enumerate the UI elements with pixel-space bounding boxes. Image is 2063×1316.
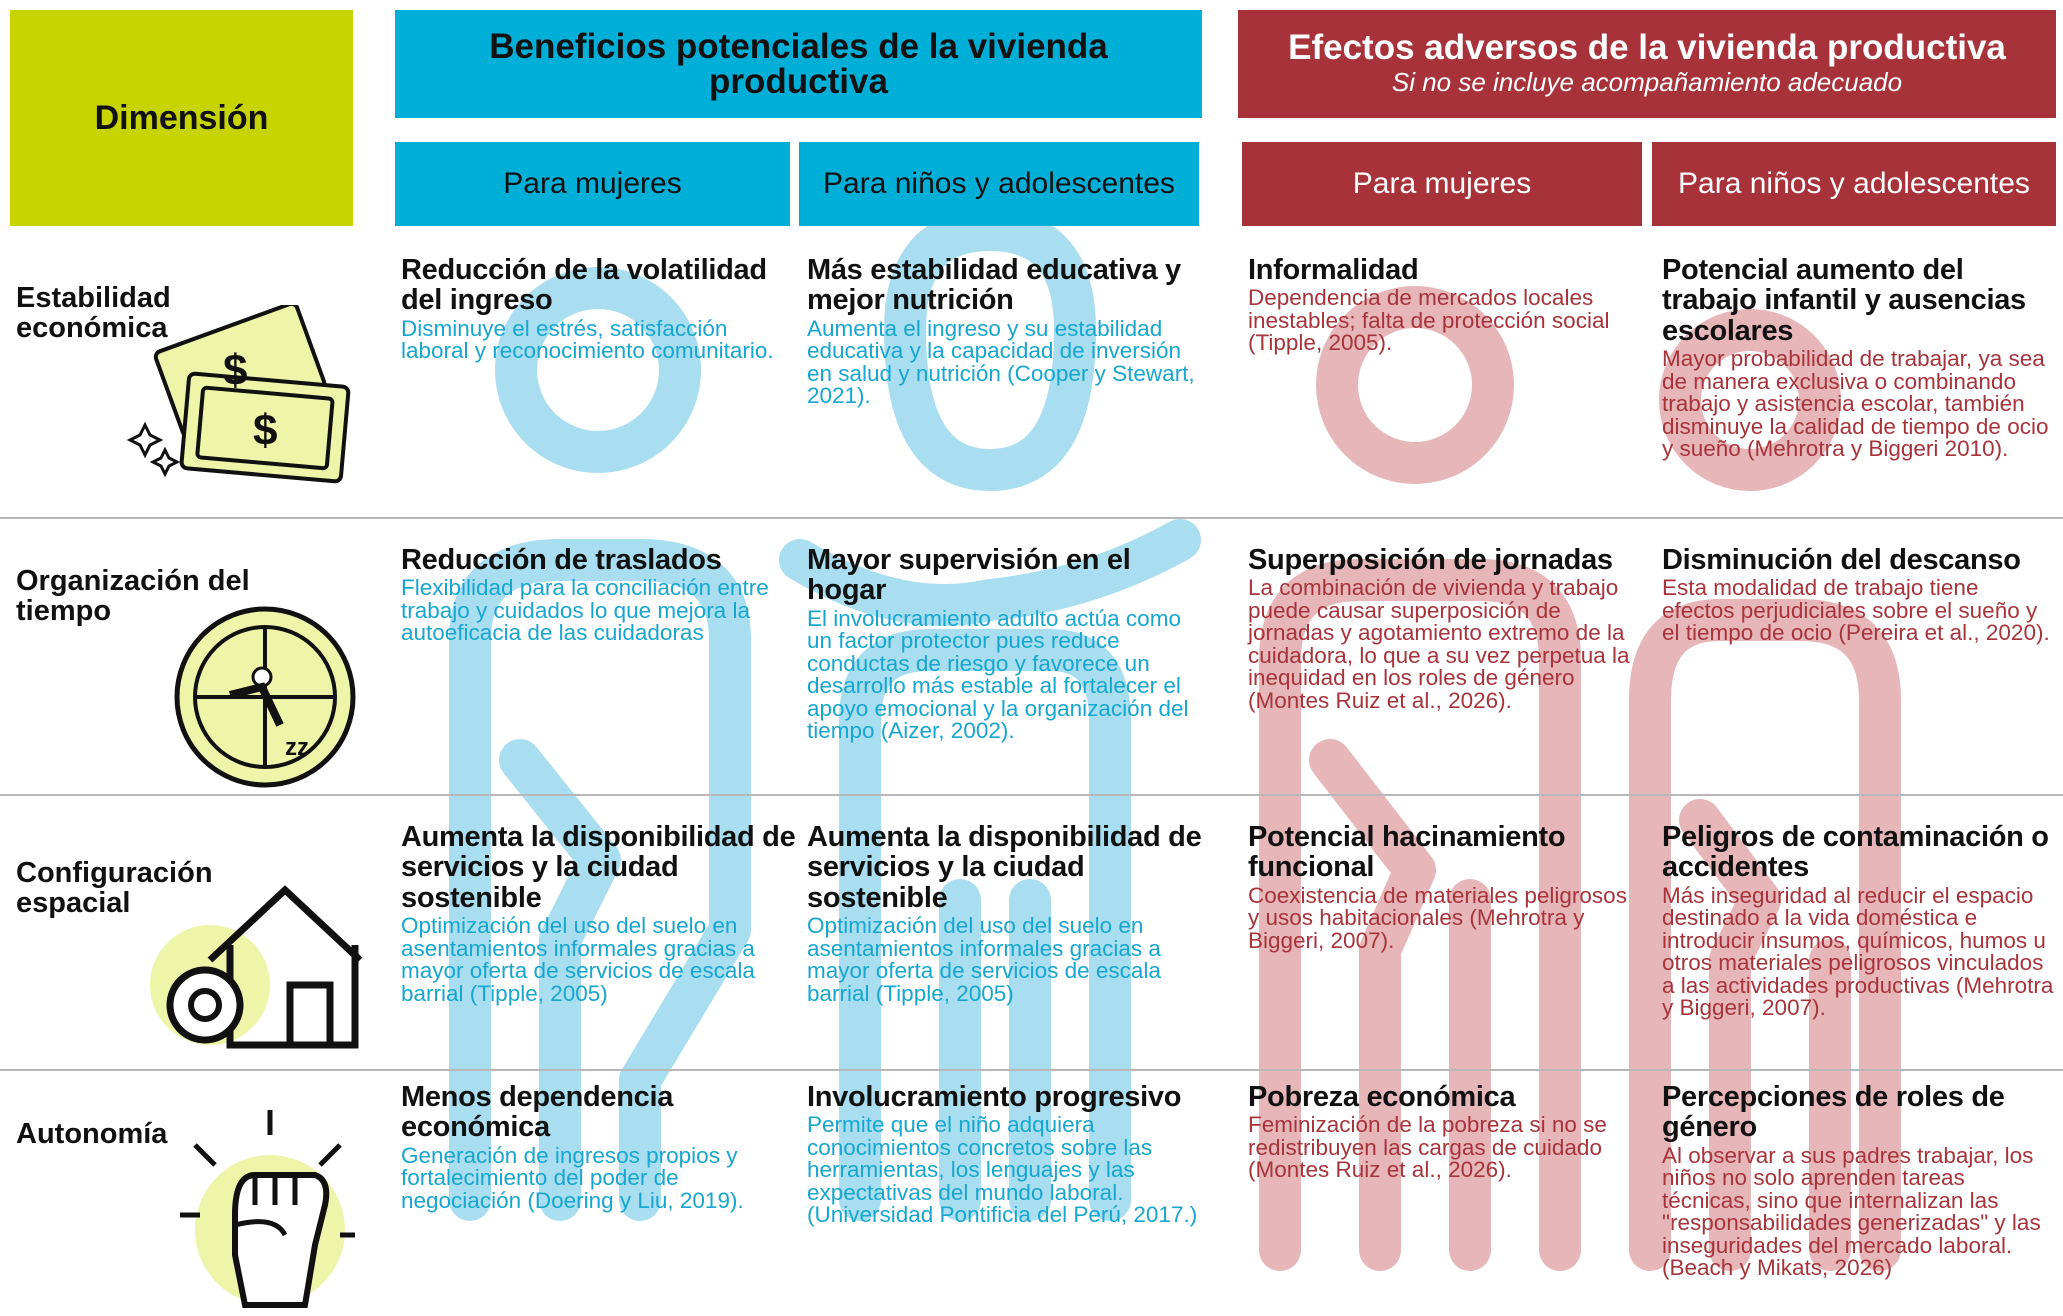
cell-title: Peligros de contaminación o accidentes: [1662, 821, 2049, 884]
house-icon: [150, 885, 363, 1049]
cell-title: Superposición de jornadas: [1248, 544, 1613, 576]
cell-text: Aumenta el ingreso y su estabilidad educ…: [807, 315, 1195, 409]
cell-title: Disminución del descanso: [1662, 544, 2021, 576]
cell-title: Menos dependencia económica: [401, 1081, 674, 1144]
column-header: Para niños y adolescentes: [1652, 142, 2056, 226]
column-header: Para mujeres: [395, 142, 790, 226]
adverse-title: Efectos adversos de la vivienda producti…: [1288, 28, 2006, 67]
money-icon: $ $: [126, 305, 351, 484]
cell: Peligros de contaminación o accidentes Má…: [1662, 822, 2057, 1020]
cell-text: Generación de ingresos propios y fortale…: [401, 1142, 744, 1213]
cell-title: Involucramiento progresivo: [807, 1081, 1182, 1113]
cell: Informalidad Dependencia de mercados loca…: [1248, 255, 1633, 355]
dimension-label: Organización del tiempo: [16, 565, 250, 628]
row-separator: [0, 517, 2063, 519]
dimension-header: Dimensión: [10, 10, 353, 226]
cell-title: Potencial aumento del trabajo infantil y…: [1662, 254, 2026, 347]
svg-text:$: $: [253, 406, 277, 455]
cell-title: Pobreza económica: [1248, 1081, 1516, 1113]
clock-icon: zz: [174, 606, 356, 788]
cell-text: Dependencia de mercados locales inestabl…: [1248, 285, 1610, 356]
cell: Aumenta la disponibilidad de servicios y…: [807, 822, 1207, 1005]
benefits-title: Beneficios potenciales de la vivienda pr…: [489, 27, 1108, 101]
adverse-figures: [1259, 286, 1901, 1271]
cell-title: Potencial hacinamiento funcional: [1248, 821, 1566, 884]
dimension-label: Estabilidad económica: [16, 282, 171, 345]
cell: Reducción de la volatilidad del ingreso D…: [401, 255, 796, 363]
cell-title: Aumenta la disponibilidad de servicios y…: [401, 821, 796, 914]
cell-text: Al observar a sus padres trabajar, los n…: [1662, 1142, 2041, 1281]
row-separator: [0, 794, 2063, 796]
cell: Pobreza económica Feminización de la pobr…: [1248, 1082, 1633, 1182]
fist-icon: [180, 1110, 355, 1308]
cell-title: Mayor supervisión en el hogar: [807, 544, 1131, 607]
cell: Aumenta la disponibilidad de servicios y…: [401, 822, 796, 1005]
cell-text: Esta modalidad de trabajo tiene efectos …: [1662, 575, 2050, 646]
cell-text: Optimización del uso del suelo en asenta…: [807, 913, 1161, 1006]
cell: Más estabilidad educativa y mejor nutric…: [807, 255, 1207, 408]
dimension-label: Configuración espacial: [16, 857, 213, 920]
cell-title: Reducción de traslados: [401, 544, 722, 576]
cell-text: Mayor probabilidad de trabajar, ya sea d…: [1662, 346, 2049, 462]
cell: Involucramiento progresivo Permite que el…: [807, 1082, 1207, 1227]
cell: Percepciones de roles de género Al observ…: [1662, 1082, 2057, 1280]
cell-text: Más inseguridad al reducir el espacio de…: [1662, 882, 2054, 1021]
dimension-label: Autonomía: [16, 1118, 168, 1150]
cell: Superposición de jornadas La combinación …: [1248, 545, 1633, 712]
cell-title: Informalidad: [1248, 254, 1419, 286]
cell-text: Coexistencia de materiales peligrosos y …: [1248, 882, 1627, 953]
cell-text: Feminización de la pobreza si no se redi…: [1248, 1112, 1607, 1183]
cell-text: Disminuye el estrés, satisfacción labora…: [401, 315, 774, 364]
cell-title: Reducción de la volatilidad del ingreso: [401, 254, 767, 317]
cell: Disminución del descanso Esta modalidad d…: [1662, 545, 2057, 645]
cell-text: Permite que el niño adquiera conocimient…: [807, 1112, 1198, 1228]
cell-text: Optimización del uso del suelo en asenta…: [401, 913, 755, 1006]
cell-text: Flexibilidad para la conciliación entre …: [401, 575, 769, 646]
adverse-subtitle: Si no se incluye acompañamiento adecuado: [1391, 67, 1903, 97]
svg-text:$: $: [223, 346, 247, 395]
cell-title: Más estabilidad educativa y mejor nutric…: [807, 254, 1181, 317]
cell-title: Percepciones de roles de género: [1662, 1081, 2005, 1144]
column-header: Para mujeres: [1242, 142, 1642, 226]
svg-text:zz: zz: [285, 734, 309, 761]
row-separator: [0, 1069, 2063, 1071]
cell: Menos dependencia económica Generación de…: [401, 1082, 796, 1212]
column-header: Para niños y adolescentes: [799, 142, 1199, 226]
benefits-header: Beneficios potenciales de la vivienda pr…: [395, 10, 1202, 118]
cell-text: El involucramiento adulto actúa como un …: [807, 605, 1189, 744]
cell: Potencial aumento del trabajo infantil y…: [1662, 255, 2057, 461]
cell: Mayor supervisión en el hogar El involucr…: [807, 545, 1207, 743]
cell: Potencial hacinamiento funcional Coexiste…: [1248, 822, 1633, 952]
adverse-header: Efectos adversos de la vivienda producti…: [1238, 10, 2056, 118]
cell-title: Aumenta la disponibilidad de servicios y…: [807, 821, 1202, 914]
cell-text: La combinación de vivienda y trabajo pue…: [1248, 575, 1630, 713]
cell: Reducción de traslados Flexibilidad para …: [401, 545, 796, 645]
